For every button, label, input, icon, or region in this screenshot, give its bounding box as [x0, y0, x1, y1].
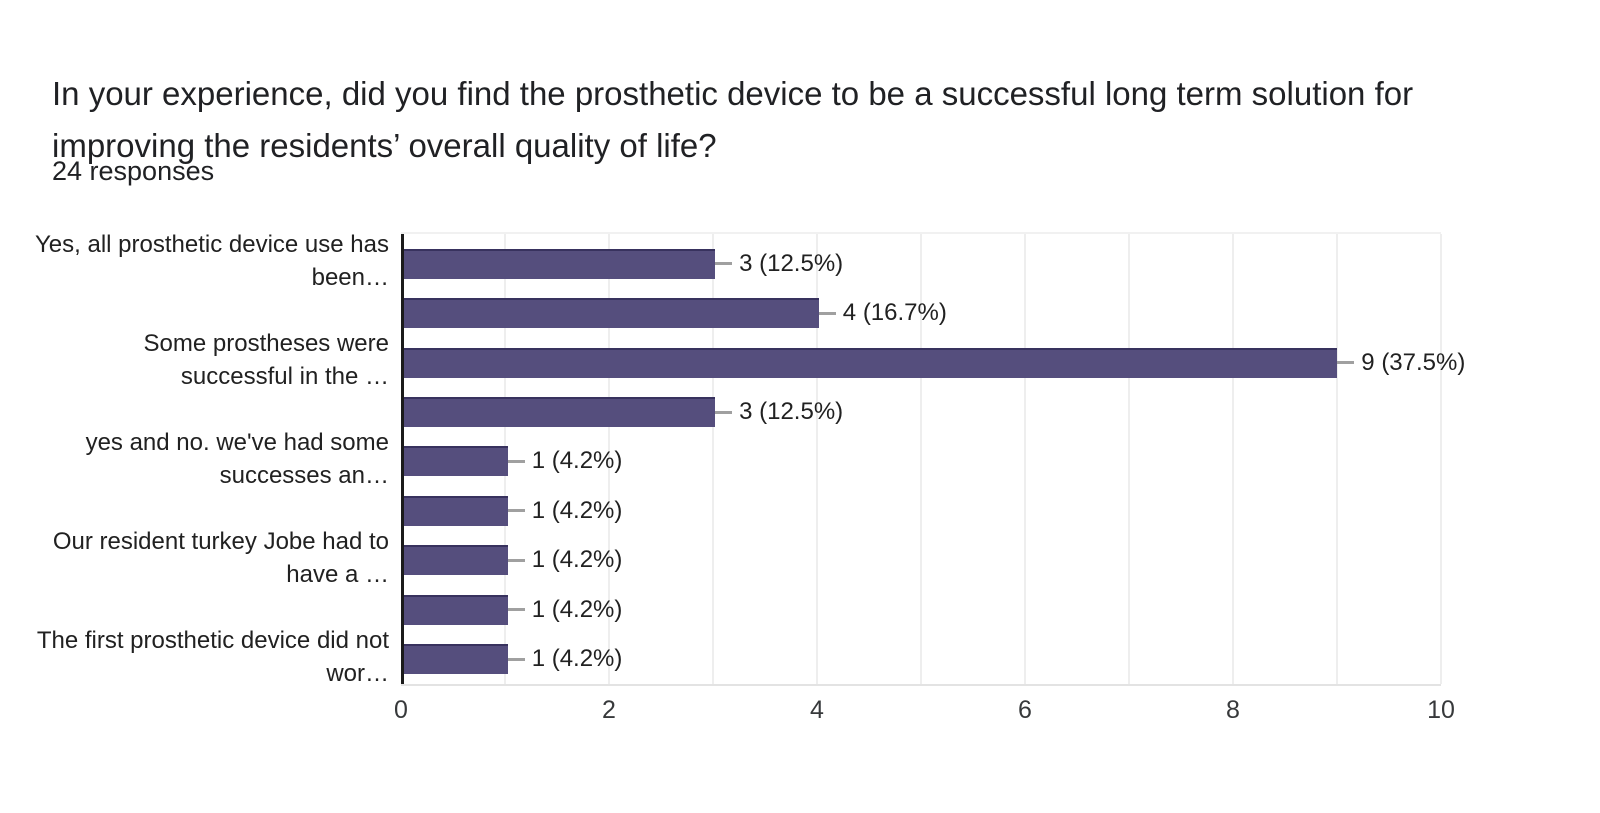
leader-line	[715, 262, 733, 266]
leader-line	[818, 311, 836, 315]
leader-line	[1337, 361, 1355, 365]
bar[interactable]	[404, 397, 716, 428]
question-title-line2: improving the residents’ overall quality…	[52, 127, 717, 165]
bar[interactable]	[404, 644, 508, 675]
question-title: In your experience, did you find the pro…	[52, 68, 1552, 172]
category-label: yes and no. we've had some successes an…	[85, 429, 389, 489]
category-label: Our resident turkey Jobe had to have a …	[52, 528, 389, 588]
value-label: 9 (37.5%)	[1361, 348, 1466, 376]
gridline	[1336, 234, 1338, 684]
gridline	[1128, 234, 1130, 684]
x-tick-label: 6	[1018, 696, 1032, 724]
y-axis-line	[401, 234, 404, 684]
question-title-line1: In your experience, did you find the pro…	[52, 75, 1414, 113]
x-tick-label: 4	[810, 696, 824, 724]
gridline	[920, 234, 922, 684]
y-axis-labels: Yes, all prosthetic device use has been……	[0, 0, 391, 813]
value-label: 3 (12.5%)	[739, 398, 844, 426]
leader-line	[507, 608, 525, 612]
bar-row: 1 (4.2%)	[404, 536, 1441, 585]
x-axis-ticks: 0 2 4 6 8 10	[394, 696, 1455, 736]
bar[interactable]	[404, 446, 508, 477]
bar[interactable]	[404, 347, 1338, 378]
bar-row: 3 (12.5%)	[404, 239, 1441, 288]
bar-row: 1 (4.2%)	[404, 585, 1441, 634]
bar[interactable]	[404, 495, 508, 526]
category-label: Yes, all prosthetic device use has been…	[35, 231, 389, 291]
bar[interactable]	[404, 545, 508, 576]
leader-line	[507, 558, 525, 562]
leader-line	[507, 509, 525, 513]
x-tick-label: 0	[394, 696, 408, 724]
bar-row: 4 (16.7%)	[404, 288, 1441, 337]
category-label: Some prostheses were successful in the …	[143, 330, 389, 390]
gridline	[1024, 234, 1026, 684]
bar[interactable]	[404, 248, 716, 279]
bar[interactable]	[404, 298, 819, 329]
x-tick-label: 8	[1226, 696, 1240, 724]
leader-line	[507, 459, 525, 463]
value-label: 1 (4.2%)	[531, 447, 623, 475]
value-label: 1 (4.2%)	[531, 595, 623, 623]
value-label: 3 (12.5%)	[739, 249, 844, 277]
gridline	[1440, 234, 1442, 684]
gridline	[608, 234, 610, 684]
x-tick-label: 2	[602, 696, 616, 724]
response-count: 24 responses	[52, 156, 215, 186]
gridline	[816, 234, 818, 684]
gridline	[1232, 234, 1234, 684]
bar-row: 3 (12.5%)	[404, 387, 1441, 436]
value-label: 1 (4.2%)	[531, 496, 623, 524]
bar-row: 1 (4.2%)	[404, 437, 1441, 486]
x-tick-label: 10	[1427, 696, 1455, 724]
value-label: 1 (4.2%)	[531, 645, 623, 673]
plot-area: 3 (12.5%) 4 (16.7%) 9 (37.5%) 3 (12.5%)	[401, 232, 1465, 686]
bar-row: 9 (37.5%)	[404, 338, 1465, 387]
value-label: 1 (4.2%)	[531, 546, 623, 574]
value-label: 4 (16.7%)	[842, 299, 947, 327]
bar-rows: 3 (12.5%) 4 (16.7%) 9 (37.5%) 3 (12.5%)	[404, 239, 1465, 684]
bar-row: 1 (4.2%)	[404, 635, 1441, 684]
leader-line	[507, 657, 525, 661]
gridline	[712, 234, 714, 684]
leader-line	[715, 410, 733, 414]
bar[interactable]	[404, 594, 508, 625]
category-label: The first prosthetic device did not wor…	[36, 627, 389, 687]
bar-row: 1 (4.2%)	[404, 486, 1441, 535]
